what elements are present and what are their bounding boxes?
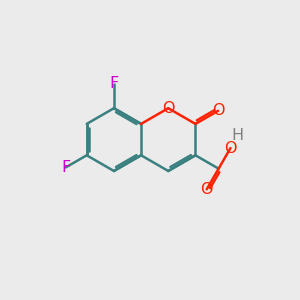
Text: O: O bbox=[162, 101, 175, 116]
Text: H: H bbox=[232, 128, 244, 143]
Text: F: F bbox=[61, 160, 70, 175]
Text: O: O bbox=[212, 103, 224, 118]
Text: O: O bbox=[224, 141, 237, 156]
Text: O: O bbox=[200, 182, 213, 197]
Text: F: F bbox=[109, 76, 119, 91]
